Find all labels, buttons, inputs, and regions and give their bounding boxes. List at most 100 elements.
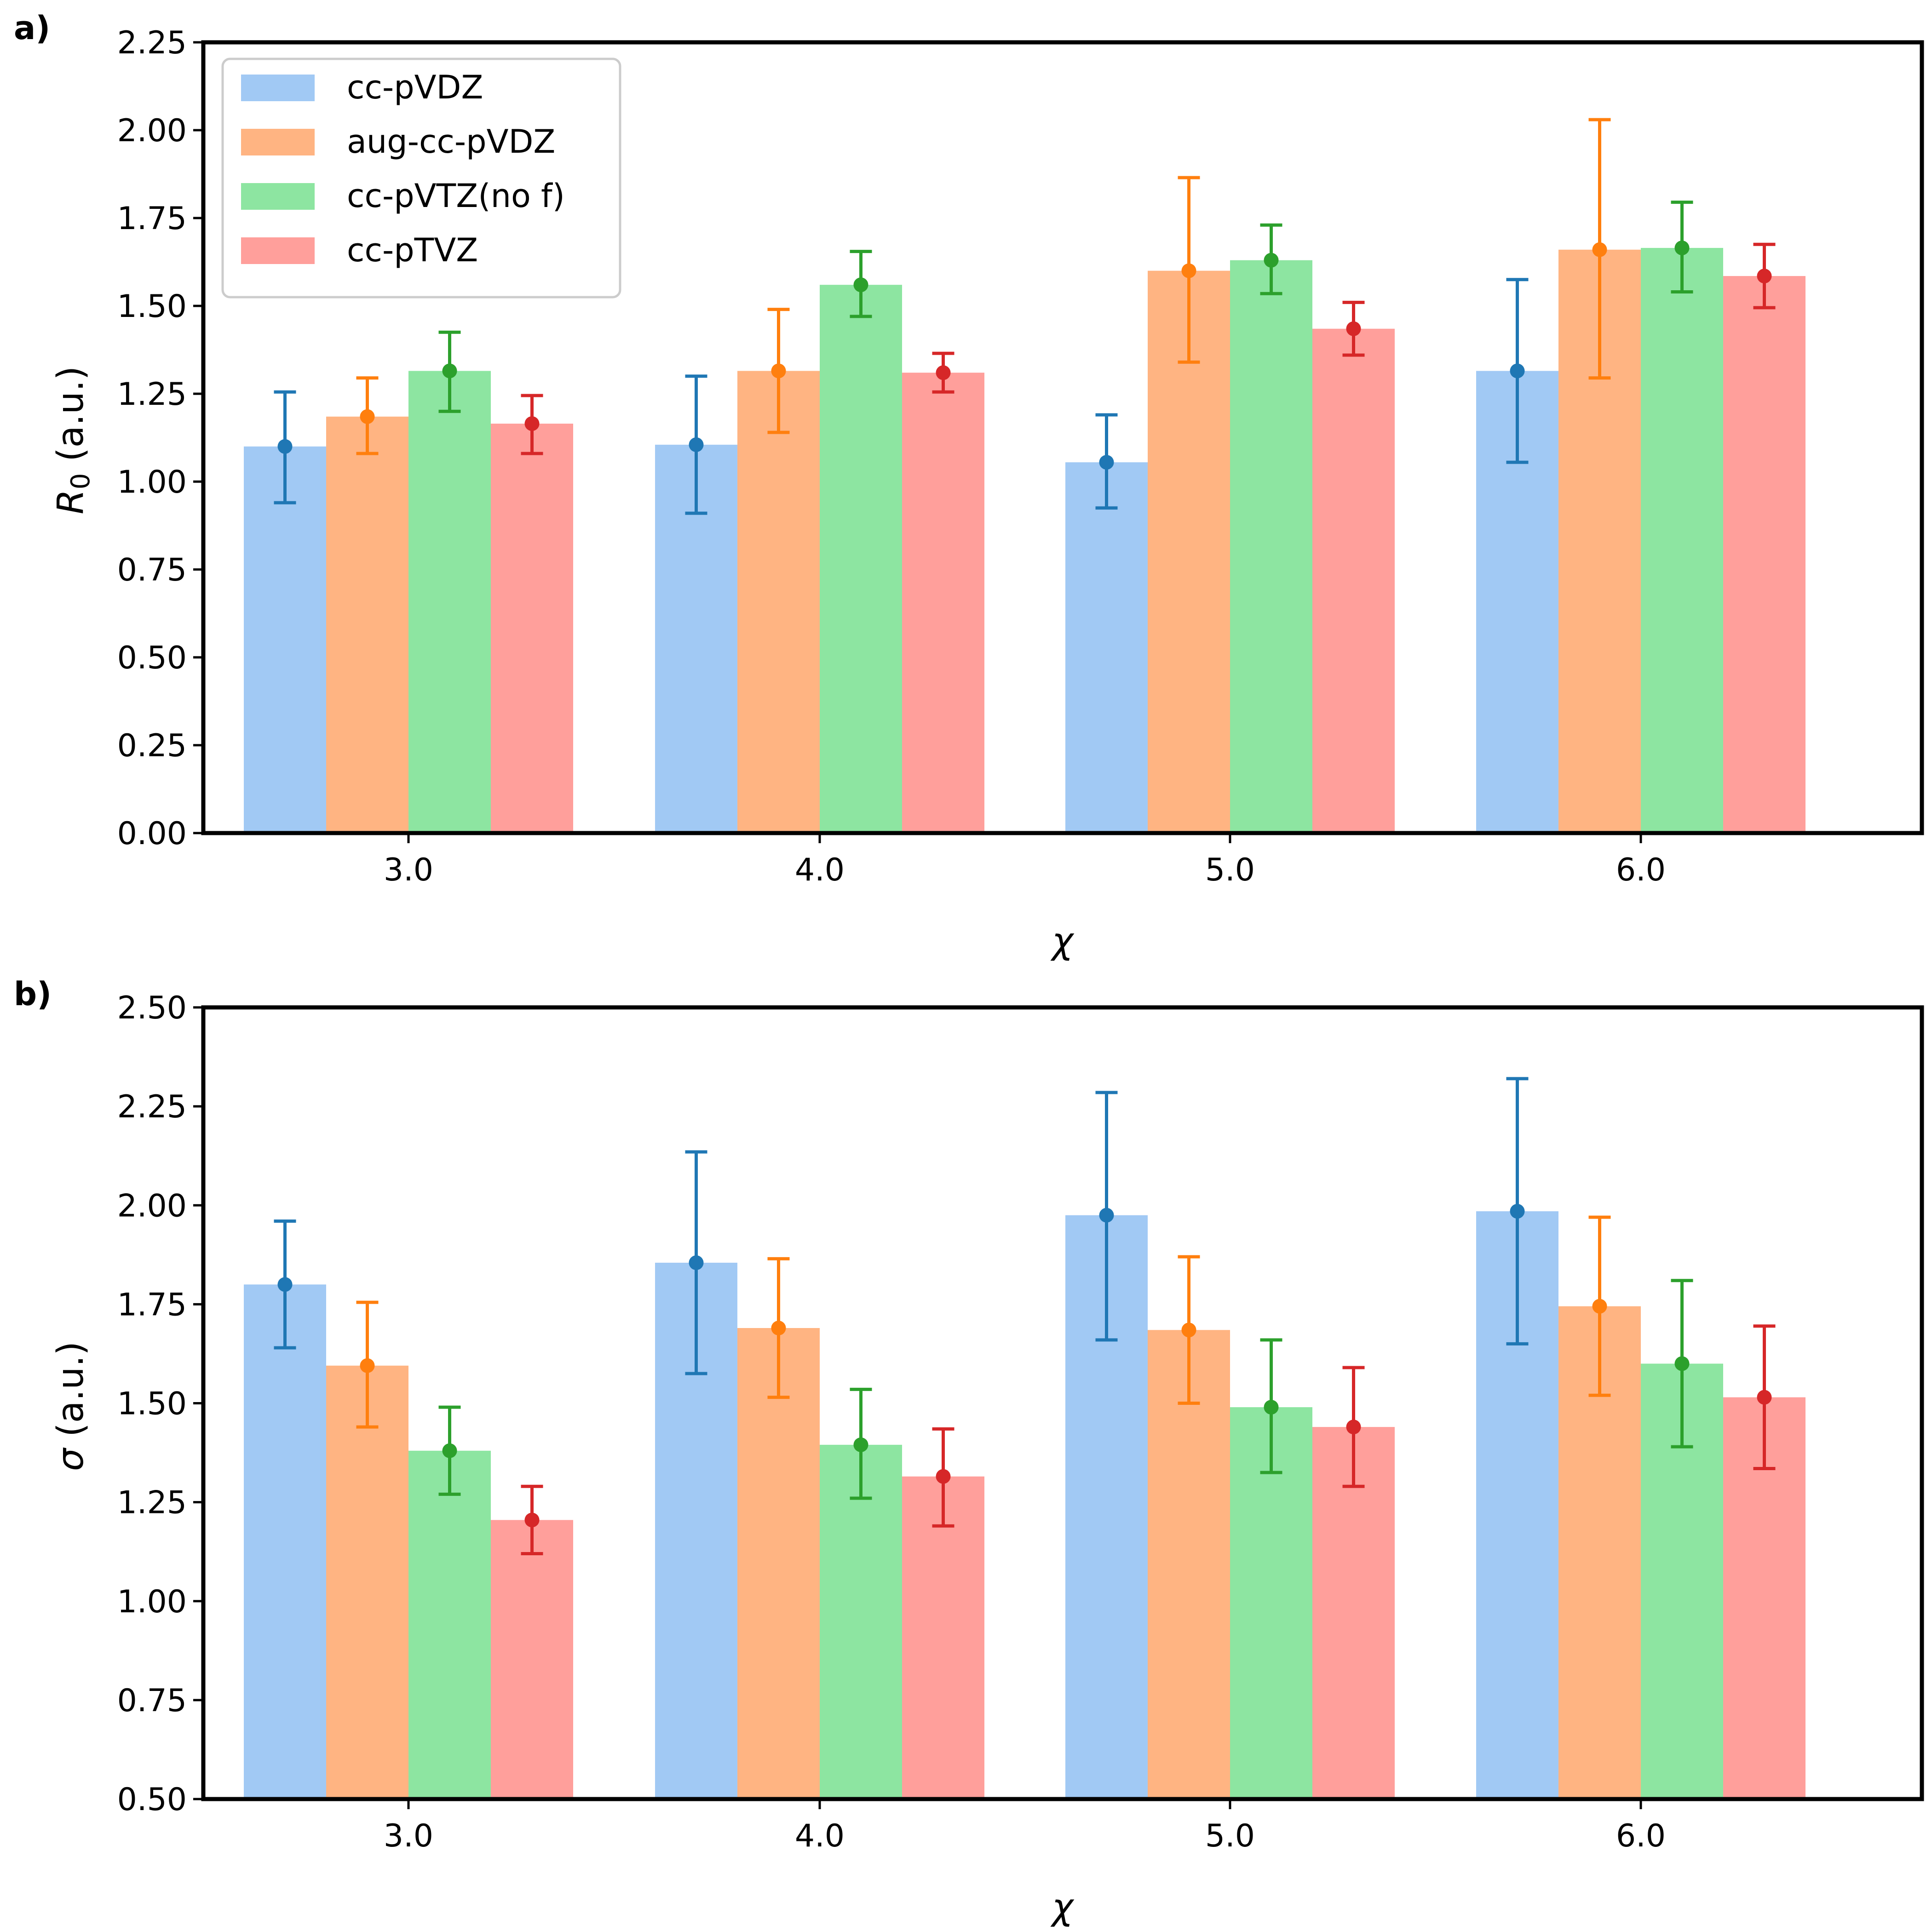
panel-b-bar xyxy=(1312,1427,1395,1799)
panel-a-bar xyxy=(408,371,491,833)
legend-swatch xyxy=(241,129,315,155)
panel-b-bar xyxy=(491,1520,573,1799)
panel-b-bar xyxy=(737,1328,820,1799)
panel-b-ytick-label: 1.00 xyxy=(117,1584,187,1620)
legend-label: cc-pVTZ(no f) xyxy=(347,177,565,215)
panel-b-y-axis-title: σ (a.u.) xyxy=(50,1341,92,1471)
panel-a-ytick-label: 0.50 xyxy=(117,640,187,676)
panel-a-y-axis-title: R0 (a.u.) xyxy=(50,366,96,514)
panel-a-data-point xyxy=(442,363,457,379)
panel-a-bar xyxy=(1065,462,1148,833)
panel-b-data-point xyxy=(853,1437,868,1452)
panel-a-data-point xyxy=(524,416,540,431)
panel-a-ytick-label: 1.75 xyxy=(117,201,187,237)
panel-b-bar xyxy=(326,1365,408,1799)
panel-b-data-point xyxy=(442,1443,457,1458)
panel-a-data-point xyxy=(936,365,951,380)
panel-b-xtick-label: 4.0 xyxy=(795,1818,845,1854)
panel-b-bar xyxy=(902,1476,984,1799)
panel-a-data-point xyxy=(689,437,704,452)
panel-a-bar xyxy=(902,373,984,833)
panel-b-data-point xyxy=(277,1277,293,1292)
panel-a-data-point xyxy=(1510,363,1525,379)
panel-b-ytick-label: 1.25 xyxy=(117,1485,187,1521)
panel-b-data-point xyxy=(1346,1420,1361,1435)
panel-b-data-point xyxy=(1510,1204,1525,1219)
panel-a-data-point xyxy=(1674,240,1690,255)
panel-b-data-point xyxy=(1592,1299,1607,1314)
panel-a-bar xyxy=(1148,270,1230,833)
panel-b-data-point xyxy=(1674,1356,1690,1371)
panel-a-plot: 0.00 0.25 0.50 0.75 1.00 1.25 1.50 1.75 2.00 2.25… xyxy=(117,25,1924,888)
panel-b-data-point xyxy=(524,1512,540,1528)
panel-b-data-point xyxy=(1181,1322,1196,1338)
panel-b-xtick-label: 6.0 xyxy=(1616,1818,1666,1854)
panel-a-xtick-label: 6.0 xyxy=(1616,852,1666,888)
panel-b-ytick-label: 0.75 xyxy=(117,1683,187,1719)
panel-b-data-point xyxy=(360,1358,375,1373)
panel-a-bar xyxy=(244,446,326,833)
panel-b-data-point xyxy=(1099,1208,1114,1223)
panel-b-xtick-label: 3.0 xyxy=(384,1818,433,1854)
panel-b-ytick-label: 0.50 xyxy=(117,1782,187,1818)
panel-a-data-point xyxy=(771,363,786,379)
panel-a-ytick-label: 0.25 xyxy=(117,728,187,764)
panel-b-data-point xyxy=(1757,1390,1772,1405)
panel-b-data-point xyxy=(689,1255,704,1271)
panel-b-data-point xyxy=(1264,1400,1279,1415)
panel-a-data-point xyxy=(277,439,293,454)
panel-a-ytick-label: 1.50 xyxy=(117,288,187,325)
panel-b-data-point xyxy=(936,1469,951,1484)
legend-swatch xyxy=(241,183,315,210)
legend-label: aug-cc-pVDZ xyxy=(347,123,555,161)
legend-swatch xyxy=(241,75,315,101)
panel-b-bar xyxy=(820,1444,902,1799)
panel-b-x-axis-title: χ xyxy=(1050,1886,1075,1928)
panel-a-ytick-label: 0.00 xyxy=(117,816,187,852)
panel-a-data-point xyxy=(360,409,375,424)
legend-label: cc-pVDZ xyxy=(347,69,483,106)
panel-a-bar xyxy=(1312,328,1395,834)
panel-a-frame xyxy=(201,40,1924,835)
panel-a-data-point xyxy=(1757,269,1772,284)
panel-a-bar xyxy=(1230,260,1312,834)
panel-b-ytick-label: 1.50 xyxy=(117,1386,187,1422)
panel-a-bar xyxy=(737,371,820,833)
legend-label: cc-pTVZ xyxy=(347,231,478,269)
panel-a-ytick-label: 2.25 xyxy=(117,25,187,61)
panel-a-ytick-label: 0.75 xyxy=(117,552,187,588)
panel-a-data-point xyxy=(1099,454,1114,470)
panel-a-xtick-label: 4.0 xyxy=(795,852,845,888)
panel-b-ytick-label: 2.25 xyxy=(117,1089,187,1125)
panel-a-data-point xyxy=(853,277,868,293)
panel-a-ytick-label: 2.00 xyxy=(117,113,187,149)
panel-a-bar xyxy=(491,423,573,833)
panel-b-xtick-label: 5.0 xyxy=(1205,1818,1255,1854)
panel-b-data-point xyxy=(771,1321,786,1336)
panel-a-bar xyxy=(1641,247,1723,834)
panel-a-bar xyxy=(326,416,408,833)
legend-box xyxy=(221,58,621,299)
panel-a-xtick-label: 5.0 xyxy=(1205,852,1255,888)
panel-b-bar xyxy=(244,1284,326,1799)
panel-b-plot: 0.50 0.75 1.00 1.25 1.50 1.75 2.00 2.25 2.50 3.0 4… xyxy=(117,990,1924,1854)
panel-a-ytick-label: 1.25 xyxy=(117,376,187,413)
panel-b-bar xyxy=(408,1450,491,1799)
panel-a-xtick-label: 3.0 xyxy=(384,852,433,888)
legend-swatch xyxy=(241,237,315,264)
panel-a-bar xyxy=(1723,276,1806,833)
panel-b-ytick-label: 1.75 xyxy=(117,1287,187,1323)
panel-a-data-point xyxy=(1346,321,1361,336)
panel-a-data-point xyxy=(1592,242,1607,257)
panel-b-letter: b) xyxy=(14,975,52,1013)
panel-a-letter: a) xyxy=(14,9,50,47)
panel-b-ytick-label: 2.00 xyxy=(117,1188,187,1224)
panel-b-ytick-label: 2.50 xyxy=(117,990,187,1026)
panel-a-data-point xyxy=(1181,263,1196,278)
panel-b-frame xyxy=(201,1005,1924,1801)
panel-a-bar xyxy=(820,285,902,834)
panel-b-bar xyxy=(1148,1330,1230,1799)
panel-a-x-axis-title: χ xyxy=(1050,920,1075,962)
panel-a-ytick-label: 1.00 xyxy=(117,464,187,500)
